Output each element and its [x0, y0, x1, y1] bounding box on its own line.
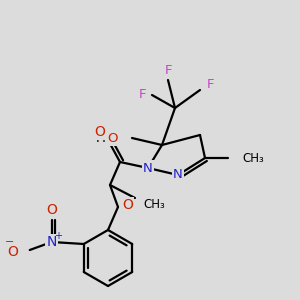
- Text: H: H: [96, 131, 106, 145]
- Text: N: N: [173, 169, 183, 182]
- Text: +: +: [54, 231, 62, 241]
- Text: F: F: [138, 88, 146, 101]
- Text: O: O: [46, 203, 57, 217]
- Text: CH₃: CH₃: [143, 197, 165, 211]
- Text: −: −: [5, 237, 14, 247]
- Text: F: F: [206, 79, 214, 92]
- Text: O: O: [94, 125, 105, 139]
- Text: N: N: [143, 161, 153, 175]
- Text: O: O: [7, 245, 18, 259]
- Text: O: O: [107, 131, 118, 145]
- Text: F: F: [164, 64, 172, 76]
- Text: CH₃: CH₃: [242, 152, 264, 164]
- Text: N: N: [46, 235, 57, 249]
- Text: O: O: [122, 198, 133, 212]
